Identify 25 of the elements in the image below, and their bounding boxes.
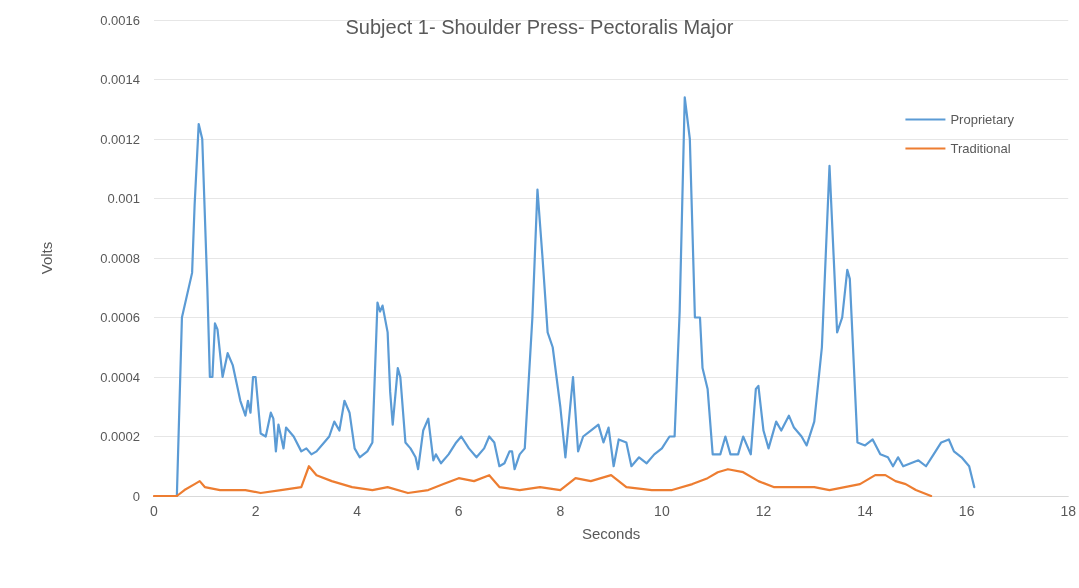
y-tick-label: 0.0014 [100, 72, 140, 87]
x-tick-label: 4 [353, 503, 362, 519]
x-tick-label: 14 [857, 503, 874, 519]
x-tick-label: 2 [251, 503, 260, 519]
legend-label: Proprietary [950, 112, 1015, 127]
y-axis-title: Volts [38, 241, 55, 275]
x-tick-label: 0 [150, 503, 159, 519]
line-series [152, 465, 933, 498]
chart-title: Subject 1- Shoulder Press- Pectoralis Major [345, 16, 734, 38]
legend-label: Traditional [950, 141, 1011, 156]
y-tick-label: 0 [132, 488, 140, 504]
y-tick-label: 0.0016 [100, 12, 140, 28]
y-tick-label: 0.0002 [100, 429, 140, 444]
y-tick-label: 0.0004 [100, 369, 140, 385]
y-tick-label: 0.0012 [100, 131, 140, 147]
y-tick-label: 0.0008 [100, 250, 140, 266]
y-tick-label: 0.0006 [100, 310, 140, 325]
x-tick-label: 10 [654, 503, 670, 519]
x-axis-title: Seconds [581, 525, 641, 542]
y-tick-label: 0.001 [107, 191, 140, 206]
x-tick-label: 16 [958, 503, 975, 519]
x-tick-label: 18 [1060, 503, 1077, 519]
x-tick-label: 6 [454, 503, 463, 519]
x-tick-label: 12 [755, 503, 772, 519]
x-tick-label: 8 [556, 503, 565, 519]
